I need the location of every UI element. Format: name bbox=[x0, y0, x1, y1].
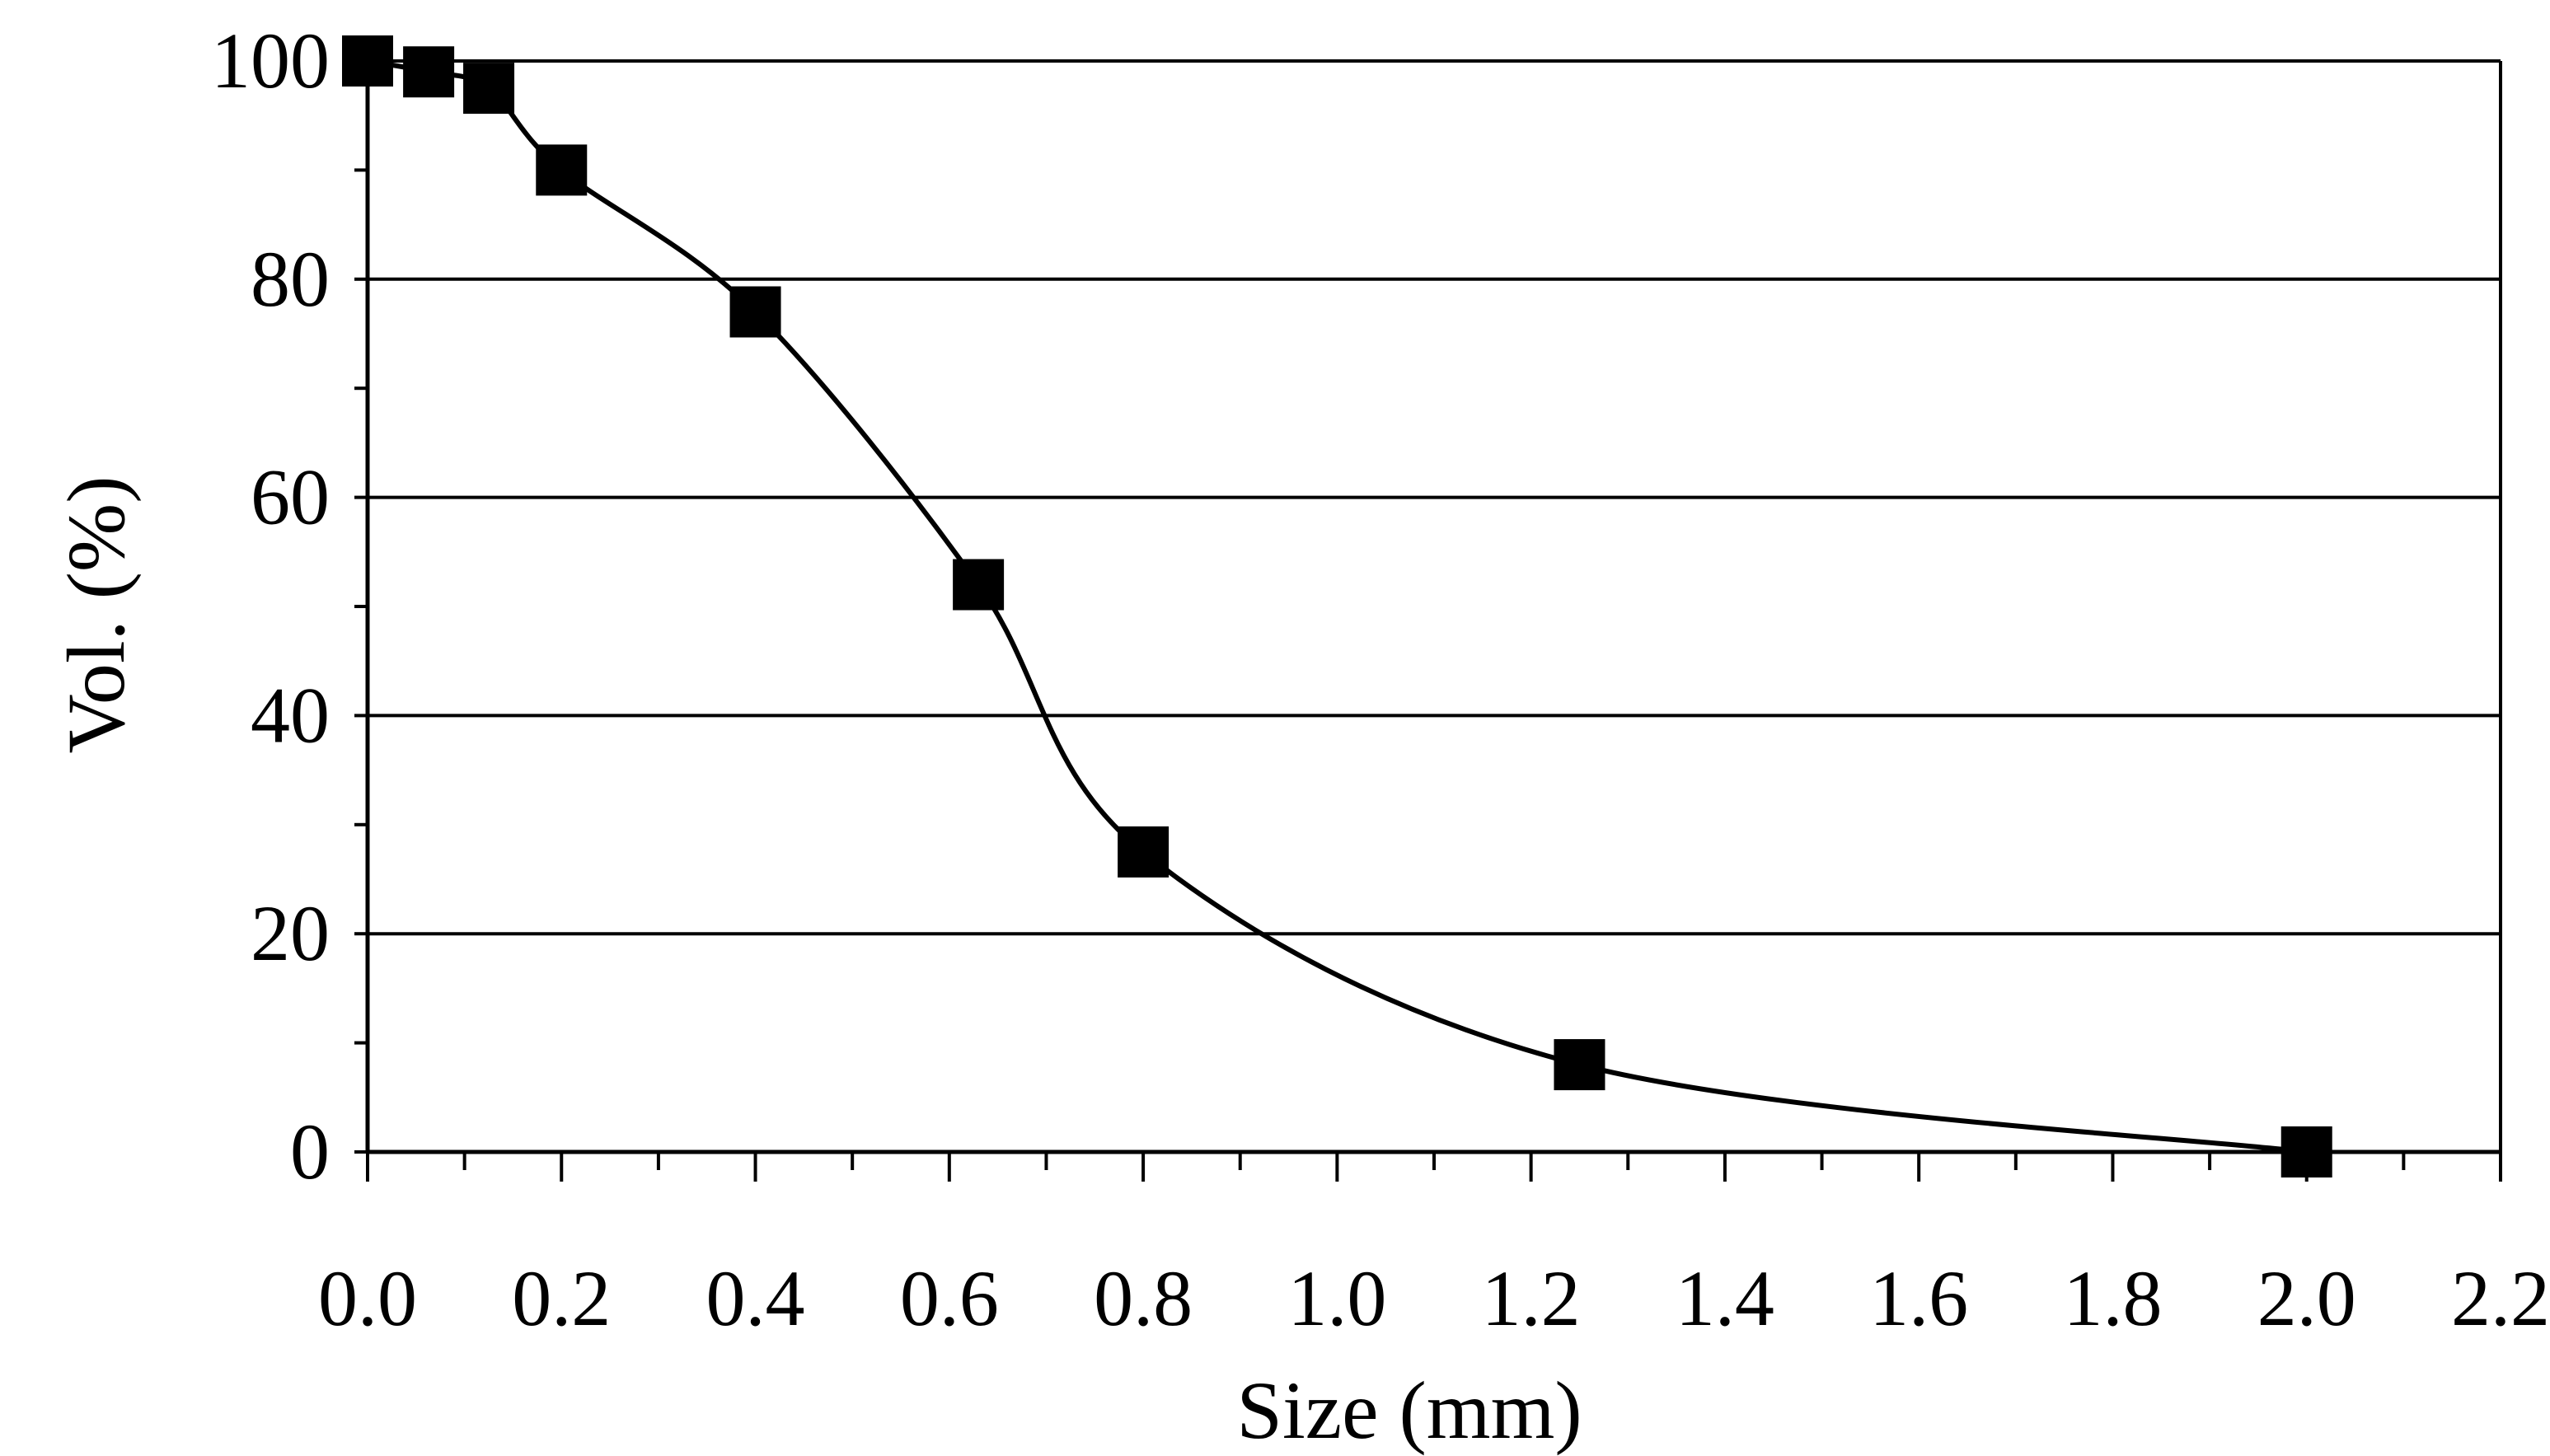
series-line-0 bbox=[367, 59, 2308, 1154]
x-tick-label-0.4: 0.4 bbox=[706, 1254, 805, 1342]
x-tick-label-2.0: 2.0 bbox=[2257, 1254, 2356, 1342]
data-point-8 bbox=[2280, 1126, 2332, 1177]
y-tick-label-40: 40 bbox=[251, 671, 330, 759]
x-tick-label-0.8: 0.8 bbox=[1094, 1254, 1193, 1342]
data-point-0 bbox=[342, 35, 393, 87]
y-tick-label-20: 20 bbox=[251, 889, 330, 977]
data-point-7 bbox=[1554, 1039, 1605, 1091]
data-point-5 bbox=[953, 559, 1005, 611]
y-tick-label-60: 60 bbox=[251, 453, 330, 541]
x-tick-label-1.8: 1.8 bbox=[2063, 1254, 2162, 1342]
grid-lines bbox=[368, 59, 2501, 936]
x-tick-label-0.0: 0.0 bbox=[318, 1254, 417, 1342]
y-tick-label-100: 100 bbox=[211, 16, 330, 105]
x-tick-label-1.2: 1.2 bbox=[1482, 1254, 1581, 1342]
data-point-3 bbox=[536, 144, 588, 196]
data-point-4 bbox=[729, 286, 781, 338]
x-axis-title: Size (mm) bbox=[1236, 1365, 1582, 1456]
y-tick-labels: 0 20 40 60 80 100 bbox=[211, 16, 330, 1196]
y-axis-title: Vol. (%) bbox=[50, 475, 142, 753]
x-tick-label-1.4: 1.4 bbox=[1676, 1254, 1774, 1342]
data-point-2 bbox=[463, 63, 515, 115]
y-tick-label-80: 80 bbox=[251, 235, 330, 323]
series bbox=[342, 35, 2332, 1177]
y-tick-label-0: 0 bbox=[290, 1107, 330, 1196]
x-tick-labels: 0.0 0.2 0.4 0.6 0.8 1.0 1.2 1.4 1.6 1.8 2.0 2.2 bbox=[318, 1254, 2550, 1342]
axes bbox=[365, 61, 2502, 1154]
tick-marks bbox=[354, 59, 2502, 1182]
x-tick-label-2.2: 2.2 bbox=[2451, 1254, 2550, 1342]
x-tick-label-0.2: 0.2 bbox=[512, 1254, 611, 1342]
data-point-1 bbox=[403, 46, 455, 98]
data-point-6 bbox=[1118, 826, 1170, 878]
x-tick-label-1.6: 1.6 bbox=[1869, 1254, 1968, 1342]
x-tick-label-1.0: 1.0 bbox=[1287, 1254, 1386, 1342]
x-tick-label-0.6: 0.6 bbox=[900, 1254, 999, 1342]
